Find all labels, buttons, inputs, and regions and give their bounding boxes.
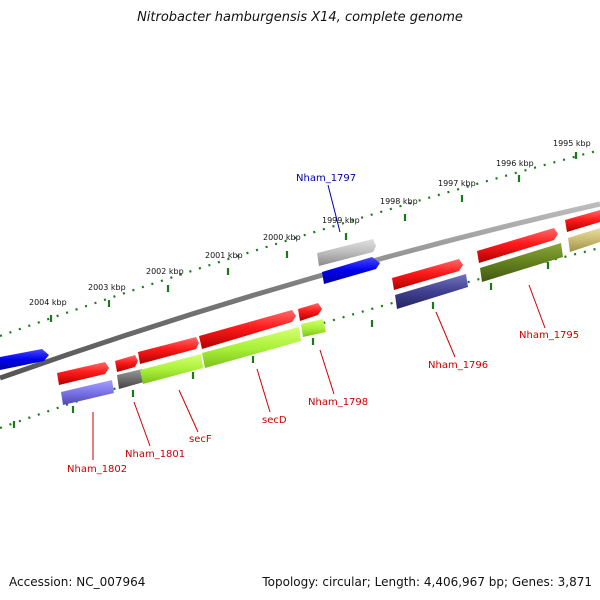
leader-nham-1797 — [327, 184, 341, 233]
gene-nham-1801-outer — [115, 355, 138, 372]
scale-label-1997: 1997 kbp — [438, 179, 476, 188]
genome-title: Nitrobacter hamburgensis X14, complete g… — [137, 10, 463, 25]
gene-nham-1802-inner — [61, 380, 114, 405]
leader-secf — [178, 389, 199, 433]
leader-secd — [256, 368, 271, 413]
gene-nham-1798-outer — [298, 303, 322, 321]
label-nham-1801: Nham_1801 — [125, 449, 185, 460]
leader-nham-1796 — [435, 311, 456, 358]
genome-stats-text: Topology: circular; Length: 4,406,967 bp… — [262, 575, 592, 589]
label-leaders — [92, 184, 546, 460]
gene-secf-inner — [140, 354, 203, 384]
outer-scale-ticks — [49, 152, 578, 322]
inner-scale-ticks — [12, 262, 550, 428]
leader-nham-1798 — [319, 349, 335, 395]
accession-text: Accession: NC_007964 — [9, 575, 146, 589]
label-nham-1802: Nham_1802 — [67, 464, 127, 475]
gene-nham-1797-grey — [317, 239, 376, 266]
scale-label-1999: 1999 kbp — [322, 216, 360, 225]
genome-backbone — [0, 201, 600, 381]
leader-nham-1795 — [528, 284, 546, 329]
scale-label-2003: 2003 kbp — [88, 283, 126, 292]
label-nham-1797: Nham_1797 — [296, 173, 356, 184]
scale-label-2001: 2001 kbp — [205, 251, 243, 260]
scale-labels: 1995 kbp 1996 kbp 1997 kbp 1998 kbp 1999… — [29, 139, 591, 307]
gene-right-red — [565, 210, 600, 232]
scale-label-2000: 2000 kbp — [263, 233, 301, 242]
gene-nham-1801-inner — [117, 369, 144, 389]
label-secd: secD — [262, 415, 287, 426]
gene-nham-1797-blue — [322, 257, 380, 284]
scale-label-2004: 2004 kbp — [29, 298, 67, 307]
scale-label-1996: 1996 kbp — [496, 159, 534, 168]
gene-nham-1802-outer — [57, 362, 109, 385]
gene-nham-1795-outer — [477, 228, 558, 263]
gene-nham-1795-inner — [480, 243, 563, 282]
inner-strand-genes — [61, 228, 600, 405]
gene-right-khaki — [568, 228, 600, 252]
outer-scale-track — [0, 148, 600, 338]
label-nham-1798: Nham_1798 — [308, 397, 368, 408]
gene-nham-1796-outer — [392, 259, 463, 290]
label-secf: secF — [189, 434, 212, 445]
outer-strand-genes — [0, 210, 600, 385]
leader-nham-1801 — [133, 401, 151, 447]
gene-blue-left — [0, 349, 49, 370]
scale-label-1998: 1998 kbp — [380, 197, 418, 206]
gene-nham-1796-inner — [395, 274, 468, 309]
label-nham-1796: Nham_1796 — [428, 360, 488, 371]
gene-secf-outer — [138, 337, 199, 364]
gene-labels: Nham_1797 Nham_1795 Nham_1796 Nham_1798 … — [67, 173, 579, 475]
gene-secd-inner — [202, 327, 301, 368]
scale-label-2002: 2002 kbp — [146, 267, 184, 276]
gene-nham-1798-inner — [301, 319, 326, 337]
label-nham-1795: Nham_1795 — [519, 330, 579, 341]
gene-secd-outer — [199, 310, 296, 349]
scale-label-1995: 1995 kbp — [553, 139, 591, 148]
